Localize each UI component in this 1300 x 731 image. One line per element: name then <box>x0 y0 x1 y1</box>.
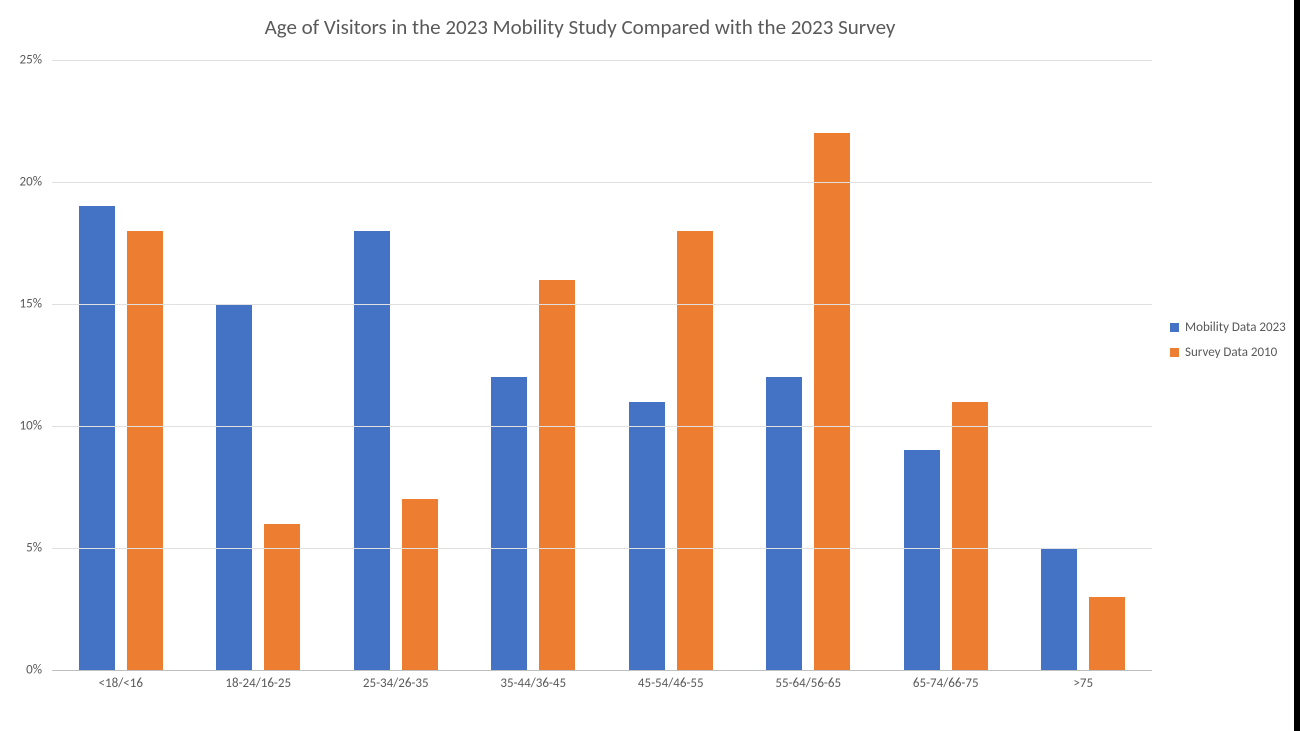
bar-group <box>877 60 1015 670</box>
y-axis-tick-label: 20% <box>20 175 42 190</box>
bar-group <box>190 60 328 670</box>
y-axis-tick-label: 5% <box>26 541 42 556</box>
x-axis-labels: <18/<16 18-24/16-25 25-34/26-35 35-44/36-45… <box>52 676 1152 706</box>
right-border <box>1294 0 1300 731</box>
bar-group <box>327 60 465 670</box>
gridline <box>52 426 1152 427</box>
chart-root: Age of Visitors in the 2023 Mobility Stu… <box>0 0 1300 731</box>
bars-layer <box>52 60 1152 670</box>
bar <box>402 499 438 670</box>
bar-group <box>740 60 878 670</box>
x-axis-tick-label: 25-34/26-35 <box>363 676 429 691</box>
bar <box>79 206 115 670</box>
x-axis-tick-label: 65-74/66-75 <box>913 676 979 691</box>
bar-group <box>602 60 740 670</box>
gridline <box>52 304 1152 305</box>
plot-area <box>52 60 1152 671</box>
bar-group <box>465 60 603 670</box>
x-axis-tick-label: 18-24/16-25 <box>225 676 291 691</box>
x-axis-tick-label: 35-44/36-45 <box>500 676 566 691</box>
bar <box>491 377 527 670</box>
bar <box>952 402 988 670</box>
y-axis-tick-label: 10% <box>20 419 42 434</box>
chart-title: Age of Visitors in the 2023 Mobility Stu… <box>0 14 1160 40</box>
bar <box>766 377 802 670</box>
bar <box>1089 597 1125 670</box>
gridline <box>52 548 1152 549</box>
y-axis-labels: 0% 5% 10% 15% 20% 25% <box>0 0 50 731</box>
bar <box>539 280 575 670</box>
bar <box>1041 548 1077 670</box>
legend-swatch <box>1170 323 1179 332</box>
gridline <box>52 182 1152 183</box>
y-axis-tick-label: 15% <box>20 297 42 312</box>
legend: Mobility Data 2023 Survey Data 2010 <box>1170 320 1286 370</box>
x-axis-tick-label: 55-64/56-65 <box>775 676 841 691</box>
bar <box>677 231 713 670</box>
bar <box>814 133 850 670</box>
bar-group <box>1015 60 1153 670</box>
legend-item: Mobility Data 2023 <box>1170 320 1286 335</box>
y-axis-tick-label: 25% <box>20 53 42 68</box>
bar <box>629 402 665 670</box>
bar <box>264 524 300 670</box>
bar-group <box>52 60 190 670</box>
legend-swatch <box>1170 348 1179 357</box>
y-axis-tick-label: 0% <box>26 663 42 678</box>
bar <box>904 450 940 670</box>
x-axis-tick-label: 45-54/46-55 <box>638 676 704 691</box>
x-axis-tick-label: >75 <box>1073 676 1093 691</box>
legend-item: Survey Data 2010 <box>1170 345 1286 360</box>
legend-label: Survey Data 2010 <box>1185 345 1277 360</box>
x-axis-tick-label: <18/<16 <box>99 676 143 691</box>
gridline <box>52 60 1152 61</box>
bar <box>354 231 390 670</box>
bar <box>127 231 163 670</box>
bar <box>216 304 252 670</box>
legend-label: Mobility Data 2023 <box>1185 320 1286 335</box>
